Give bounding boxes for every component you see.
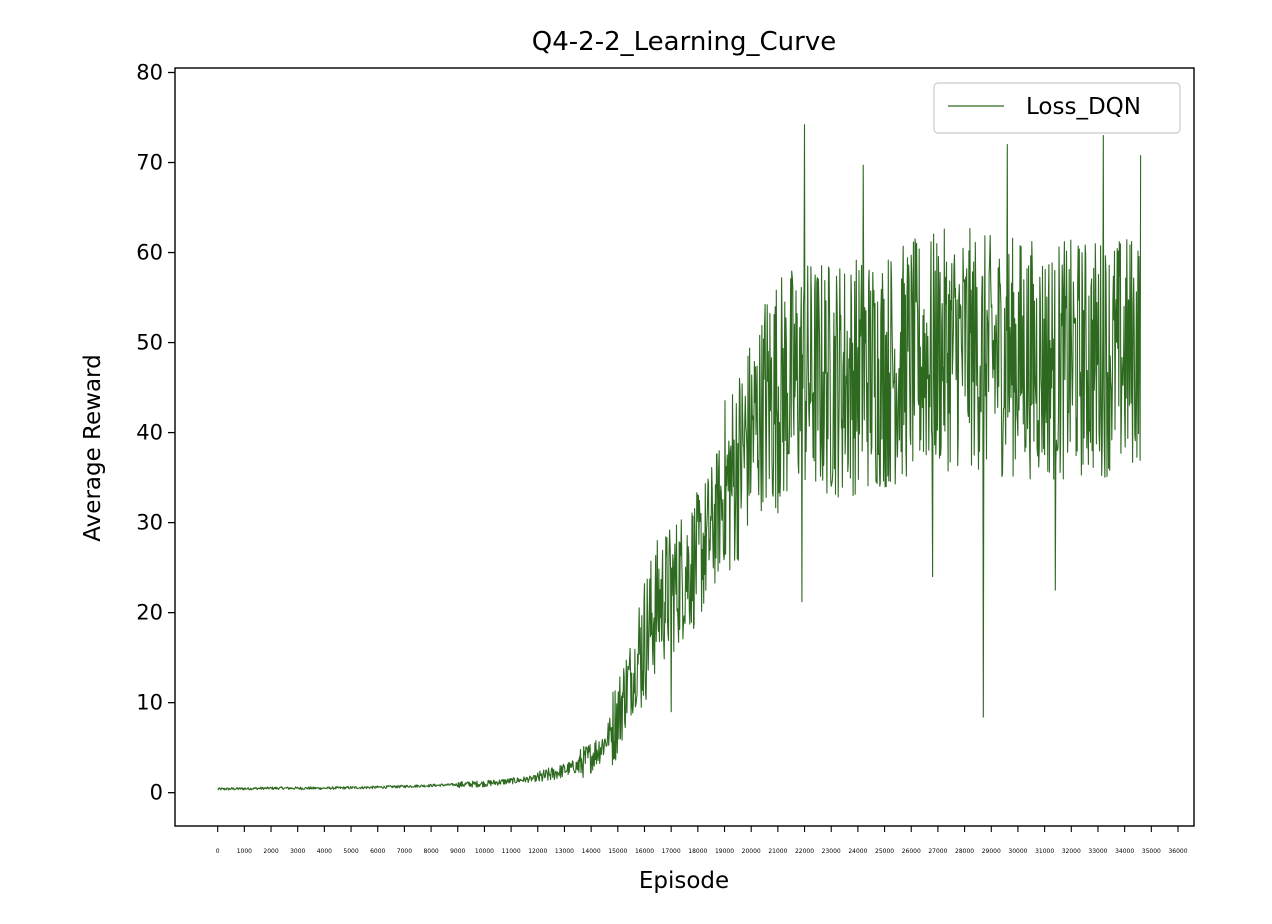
legend: Loss_DQN [933,82,1181,134]
x-tick-label: 5000 [343,848,358,855]
x-tick-label: 28000 [955,848,974,855]
x-axis-label: Episode [639,868,729,894]
x-tick-label: 24000 [848,848,867,855]
y-tick-label: 10 [136,691,163,715]
x-tick-label: 8000 [423,848,438,855]
y-tick-label: 50 [136,331,163,355]
x-tick-label: 4000 [317,848,332,855]
x-tick-label: 30000 [1008,848,1027,855]
x-tick-label: 32000 [1062,848,1081,855]
x-tick-label: 34000 [1115,848,1134,855]
plot-area [217,124,1142,791]
y-tick-label: 60 [136,241,163,265]
x-tick-label: 11000 [502,848,521,855]
x-tick-label: 22000 [795,848,814,855]
x-tick-label: 16000 [635,848,654,855]
axis-ticks: 0 10 20 30 40 50 60 70 80 0 1000 2000 3000 4000 5000 60… [136,61,1187,855]
x-tick-label: 26000 [902,848,921,855]
y-tick-label: 80 [136,61,163,85]
x-tick-label: 0 [216,848,220,855]
x-tick-label: 20000 [742,848,761,855]
x-tick-label: 18000 [688,848,707,855]
y-tick-label: 30 [136,511,163,535]
x-tick-label: 21000 [768,848,787,855]
legend-label-loss-dqn: Loss_DQN [1026,94,1141,120]
series-line-loss-dqn [217,124,1142,791]
legend-box [933,82,1181,134]
x-tick-label: 31000 [1035,848,1054,855]
x-tick-label: 15000 [608,848,627,855]
plot-frame [174,67,1195,827]
y-axis-label: Average Reward [80,354,106,541]
x-tick-label: 29000 [982,848,1001,855]
y-tick-label: 40 [136,421,163,445]
x-tick-label: 9000 [450,848,465,855]
x-tick-label: 7000 [397,848,412,855]
y-tick-label: 20 [136,601,163,625]
x-tick-label: 13000 [555,848,574,855]
x-tick-label: 2000 [263,848,278,855]
x-tick-label: 19000 [715,848,734,855]
x-tick-label: 36000 [1168,848,1187,855]
x-tick-label: 3000 [290,848,305,855]
x-tick-label: 17000 [662,848,681,855]
x-tick-label: 23000 [822,848,841,855]
y-tick-label: 0 [150,781,163,805]
x-tick-label: 12000 [528,848,547,855]
x-tick-label: 33000 [1088,848,1107,855]
y-tick-label: 70 [136,151,163,175]
x-tick-label: 6000 [370,848,385,855]
x-tick-label: 25000 [875,848,894,855]
x-tick-label: 1000 [237,848,252,855]
x-tick-label: 35000 [1142,848,1161,855]
x-tick-label: 10000 [475,848,494,855]
x-tick-label: 27000 [928,848,947,855]
x-tick-label: 14000 [582,848,601,855]
chart-title: Q4-2-2_Learning_Curve [532,27,836,57]
